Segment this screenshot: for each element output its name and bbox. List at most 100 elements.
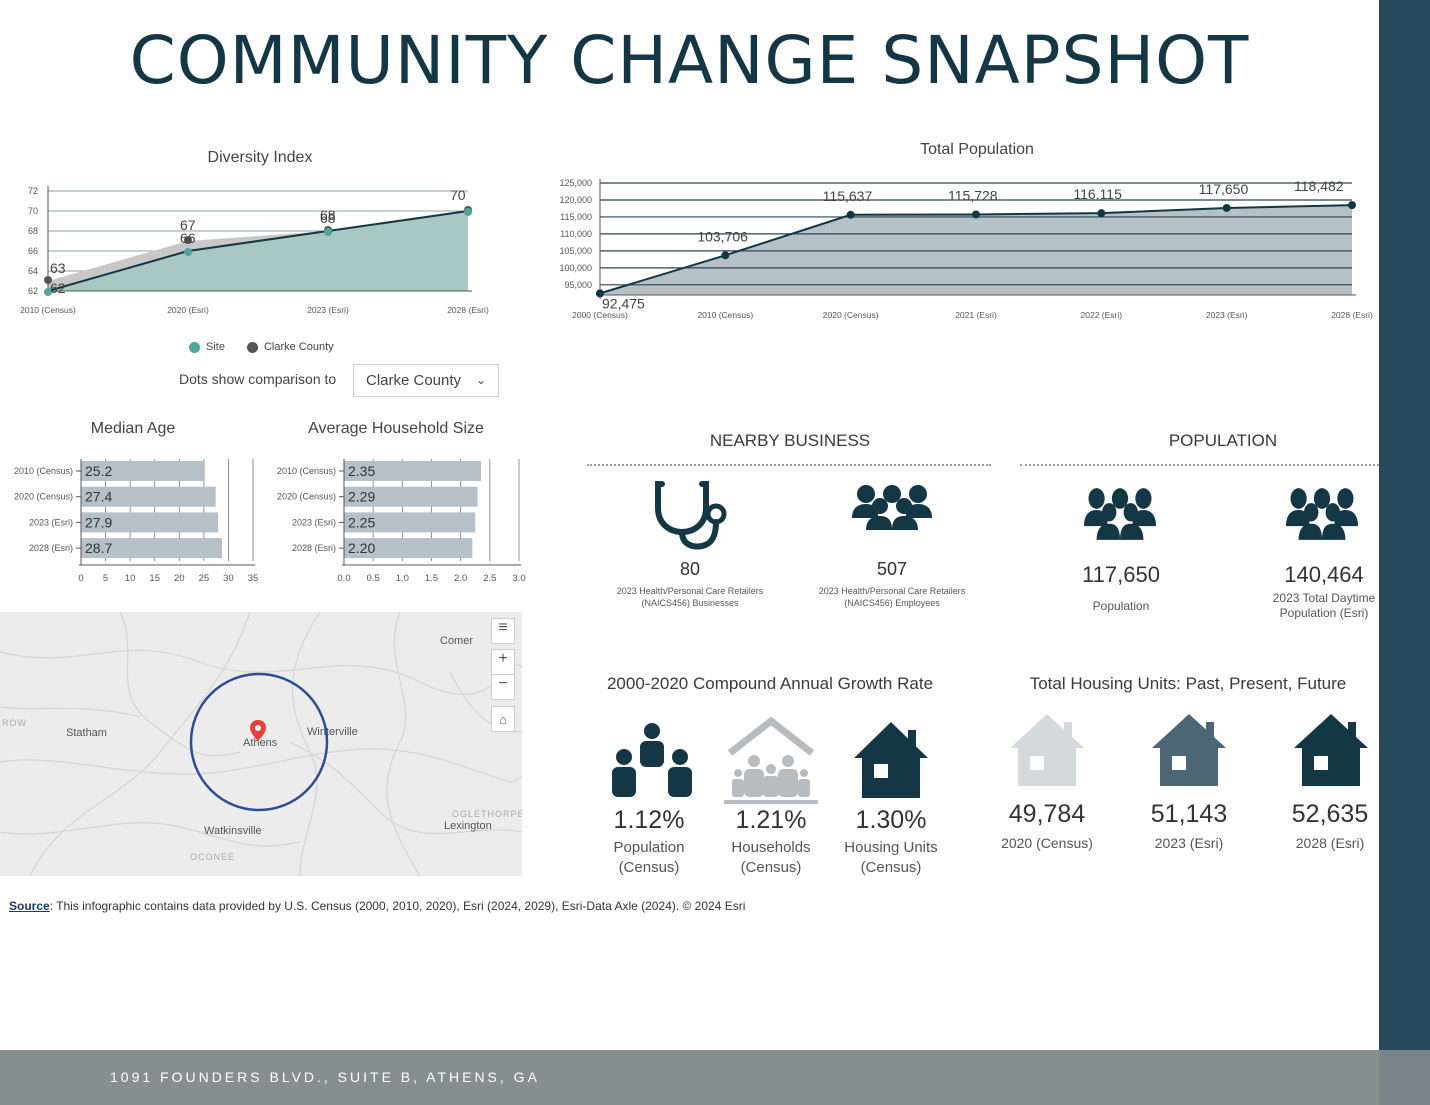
diversity-county-point bbox=[44, 276, 52, 284]
population-xtick-label: 2000 (Census) bbox=[572, 310, 628, 320]
housing-2023-value: 51,143 bbox=[1150, 800, 1228, 828]
median-age-xtick-label: 20 bbox=[174, 573, 185, 584]
population-label: Population bbox=[1092, 599, 1150, 613]
growth-housing-value: 1.30% bbox=[855, 806, 927, 834]
median-age-bar bbox=[81, 538, 223, 559]
population-data-label: 115,728 bbox=[948, 187, 998, 203]
population-point bbox=[721, 251, 730, 260]
diversity-site-point bbox=[464, 208, 472, 216]
zoom-out-icon[interactable]: − bbox=[491, 674, 515, 700]
nearby-business-divider bbox=[587, 464, 991, 466]
household-size-data-label: 2.35 bbox=[348, 463, 375, 479]
people-group-icon bbox=[1084, 488, 1156, 540]
map-label-statham: Statham bbox=[66, 727, 107, 739]
comparison-label: Dots show comparison to bbox=[179, 371, 337, 387]
chevron-down-icon: ⌄ bbox=[475, 373, 486, 387]
diversity-xtick-label: 2010 (Census) bbox=[20, 305, 76, 315]
median-age-xtick-label: 0 bbox=[78, 573, 83, 584]
housing-2028-value: 52,635 bbox=[1291, 800, 1369, 828]
median-age-data-label: 27.9 bbox=[85, 514, 112, 530]
population-xtick-label: 2022 (Esri) bbox=[1081, 310, 1123, 320]
household-size-category-label: 2010 (Census) bbox=[277, 466, 336, 476]
legend-county-label: Clarke County bbox=[263, 341, 334, 353]
population-data-label: 116,115 bbox=[1073, 186, 1122, 202]
household-size-chart: 0.0 0.5 1.0 1.5 2.0 2.5 3.0 2.35 2010 (Census) 2.… bbox=[277, 459, 526, 584]
median-age-bar bbox=[81, 486, 216, 507]
population-ytick-label: 110,000 bbox=[560, 229, 592, 239]
comparison-dropdown[interactable]: Clarke County ⌄ bbox=[353, 364, 499, 397]
median-age-xtick-label: 5 bbox=[103, 573, 108, 584]
right-accent-bar bbox=[1379, 0, 1430, 1050]
household-size-bar bbox=[344, 486, 478, 507]
diversity-ytick-label: 66 bbox=[28, 246, 38, 256]
diversity-xtick-label: 2023 (Esri) bbox=[307, 305, 349, 315]
median-age-xtick-label: 10 bbox=[125, 573, 136, 584]
diversity-county-point bbox=[184, 236, 192, 244]
employee-count-value: 507 bbox=[876, 559, 908, 579]
household-size-xtick-label: 2.5 bbox=[483, 573, 496, 584]
population-chart-title: Total Population bbox=[920, 141, 1034, 158]
diversity-legend: Site Clarke County bbox=[189, 341, 334, 353]
map-label-athens: Athens bbox=[243, 737, 278, 749]
population-value: 117,650 bbox=[1082, 562, 1160, 587]
legend-county-dot bbox=[246, 341, 258, 353]
population-ytick-label: 105,000 bbox=[559, 246, 592, 256]
home-extent-icon[interactable]: ⌂ bbox=[491, 706, 515, 732]
source-text: : This infographic contains data provide… bbox=[49, 899, 746, 913]
stethoscope-icon bbox=[655, 481, 727, 550]
household-size-bar bbox=[344, 538, 473, 559]
diversity-xtick-label: 2028 (Esri) bbox=[447, 305, 489, 315]
map-overlay bbox=[189, 672, 329, 812]
median-age-title: Median Age bbox=[90, 420, 176, 437]
people-group-icon bbox=[852, 485, 932, 530]
house-icon bbox=[854, 722, 928, 798]
population-point bbox=[846, 210, 855, 219]
map-label-oconee: OCONEE bbox=[190, 852, 236, 862]
median-age-xtick-label: 15 bbox=[149, 573, 160, 584]
diversity-ytick-label: 72 bbox=[28, 186, 38, 196]
growth-population-label: Population (Census) bbox=[613, 839, 685, 876]
housing-heading: Total Housing Units: Past, Present, Futu… bbox=[1029, 674, 1347, 693]
population-ytick-label: 95,000 bbox=[564, 280, 592, 290]
median-age-category-label: 2010 (Census) bbox=[14, 466, 73, 476]
house-icon bbox=[1294, 714, 1368, 786]
diversity-county-label: 68 bbox=[320, 207, 336, 223]
employee-count-label: 2023 Health/Personal Care Retailers (NAIC… bbox=[818, 586, 966, 608]
map-view[interactable]: Comer Statham Athens Winterville Watkins… bbox=[0, 612, 522, 876]
growth-population-value: 1.12% bbox=[613, 806, 685, 834]
household-size-category-label: 2028 (Esri) bbox=[292, 543, 336, 553]
median-age-bar bbox=[81, 512, 219, 533]
median-age-bar bbox=[81, 461, 205, 481]
map-legend-list-icon[interactable]: ≡ bbox=[491, 618, 515, 644]
diversity-county-label: 70 bbox=[450, 187, 466, 203]
zoom-in-icon[interactable]: + bbox=[491, 649, 515, 675]
source-link[interactable]: Source bbox=[9, 899, 50, 913]
map-label-watkinsville: Watkinsville bbox=[204, 825, 262, 837]
legend-site-dot bbox=[189, 341, 200, 353]
population-ytick-label: 120,000 bbox=[559, 195, 592, 205]
median-age-category-label: 2028 (Esri) bbox=[29, 543, 73, 553]
map-label-comer: Comer bbox=[440, 635, 474, 647]
map-label-oglethorpe: OGLETHORPE bbox=[452, 809, 522, 819]
household-size-bar bbox=[344, 461, 482, 481]
daytime-population-label: 2023 Total Daytime Population (Esri) bbox=[1272, 591, 1376, 620]
population-point bbox=[972, 210, 980, 219]
diversity-ytick-label: 62 bbox=[28, 286, 38, 296]
map-label-winterville: Winterville bbox=[307, 726, 358, 738]
growth-households-label: Households (Census) bbox=[731, 839, 811, 876]
household-size-xtick-label: 0.0 bbox=[337, 573, 350, 584]
house-icon bbox=[1152, 714, 1226, 786]
diversity-county-label: 67 bbox=[180, 217, 196, 233]
footer-address: 1091 FOUNDERS BLVD., SUITE B, ATHENS, GA bbox=[110, 1069, 540, 1085]
population-point bbox=[596, 289, 604, 298]
population-point bbox=[1348, 201, 1356, 210]
median-age-xtick-label: 25 bbox=[199, 573, 210, 584]
median-age-xtick-label: 30 bbox=[223, 573, 234, 584]
median-age-data-label: 25.2 bbox=[85, 463, 112, 479]
household-size-xtick-label: 1.0 bbox=[396, 573, 409, 584]
households-icon bbox=[724, 717, 818, 804]
growth-heading: 2000-2020 Compound Annual Growth Rate bbox=[606, 674, 934, 693]
people-group-icon bbox=[1286, 488, 1358, 540]
population-data-label: 103,706 bbox=[697, 228, 748, 244]
